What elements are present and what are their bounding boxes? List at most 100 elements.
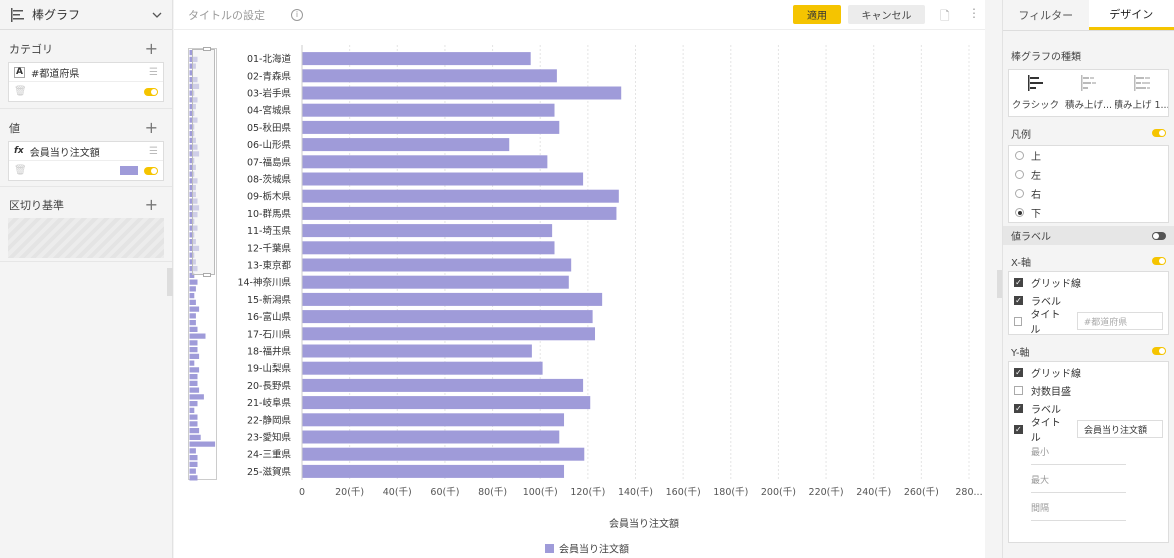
y-title-input[interactable]: 会員当り注文額 <box>1076 420 1163 438</box>
value-label-toggle[interactable] <box>1152 231 1166 240</box>
chart-area: タイトルの設定 i 適用 キャンセル 🗋 ⋮ 0 20(千) 40(千) 60(千) 8… <box>174 0 985 558</box>
category-label: 04-宮城県 <box>247 105 292 117</box>
drag-handle-icon[interactable]: ☰ <box>149 66 158 78</box>
legend-toggle[interactable] <box>1152 129 1166 137</box>
y-max-input[interactable]: 最大 <box>1009 469 1168 497</box>
category-label: 12-千葉県 <box>247 242 292 254</box>
navigator-bar <box>189 293 195 299</box>
navigator-bar <box>189 475 198 481</box>
add-category-icon[interactable]: + <box>144 39 158 58</box>
category-label: 22-静岡県 <box>247 414 292 426</box>
y-interval-input[interactable]: 間隔 <box>1009 497 1168 525</box>
title-input[interactable]: タイトルの設定 <box>188 8 265 22</box>
x-tick-label: 60(千) <box>430 487 459 498</box>
tab-filter[interactable]: フィルター <box>1018 9 1074 22</box>
navigator-bar <box>189 455 198 461</box>
collapse-handle[interactable] <box>167 268 173 296</box>
x-grid-checkbox[interactable]: ✓ グリッド線 <box>1014 277 1081 290</box>
chart-type-stacked[interactable]: 積み上げ... <box>1062 70 1115 116</box>
add-value-icon[interactable]: + <box>144 118 158 137</box>
y-axis-toggle[interactable] <box>1152 347 1166 355</box>
legend-bottom-radio[interactable]: 下 <box>1009 203 1168 222</box>
category-title: カテゴリ <box>9 43 53 56</box>
add-breakdown-icon[interactable]: + <box>144 195 158 214</box>
navigator-bar <box>189 380 198 386</box>
navigator-bar <box>189 374 198 380</box>
cancel-button[interactable]: キャンセル <box>848 5 925 24</box>
navigator-bar <box>189 421 198 427</box>
x-tick-label: 200(千) <box>761 487 796 498</box>
navigator-bar <box>189 326 198 332</box>
navigator-top-handle[interactable] <box>203 47 211 51</box>
legend-swatch <box>545 544 554 553</box>
navigator-bar <box>189 441 216 447</box>
bar <box>302 120 560 134</box>
bar <box>302 361 543 375</box>
stacked-bar-icon <box>1080 75 1096 91</box>
breakdown-dropzone[interactable] <box>8 218 164 258</box>
y-label-checkbox[interactable]: ✓ ラベル <box>1014 403 1061 416</box>
info-icon[interactable]: i <box>291 8 303 21</box>
value-section: 値 + fx 会員当り注文額 ☰ 🗑 <box>0 119 172 181</box>
bar <box>302 155 548 169</box>
category-toggle[interactable] <box>144 87 158 96</box>
navigator-window[interactable] <box>192 47 215 277</box>
range-navigator[interactable] <box>188 47 217 481</box>
y-axis-title: Y-軸 <box>1011 347 1030 359</box>
y-log-checkbox[interactable]: 対数目盛 <box>1009 381 1168 399</box>
series-color-swatch[interactable] <box>120 166 138 175</box>
expand-handle[interactable] <box>997 270 1002 298</box>
navigator-bar <box>189 461 198 467</box>
bar <box>302 52 531 66</box>
navigator-bar <box>189 124 195 130</box>
x-tick-label: 220(千) <box>809 487 844 498</box>
navigator-bar <box>189 232 195 238</box>
x-tick-label: 20(千) <box>335 487 364 498</box>
x-tick-label: 240(千) <box>856 487 891 498</box>
category-label: 16-富山県 <box>247 311 292 323</box>
value-field[interactable]: fx 会員当り注文額 ☰ 🗑 <box>8 141 164 181</box>
y-title-checkbox[interactable]: ✓ タイトル 会員当り注文額 <box>1009 417 1168 444</box>
bar <box>302 310 593 324</box>
trash-icon[interactable]: 🗑 <box>14 165 27 176</box>
bar <box>302 224 553 238</box>
category-label: 07-福島県 <box>247 156 292 168</box>
tab-design[interactable]: デザイン <box>1088 0 1174 30</box>
chevron-down-icon[interactable] <box>152 12 162 18</box>
bar <box>302 103 555 117</box>
x-tick-label: 280... <box>955 487 982 498</box>
navigator-bar <box>189 347 198 353</box>
navigator-bar <box>189 414 198 420</box>
legend-left-radio[interactable]: 左 <box>1009 165 1168 184</box>
chart-type-classic[interactable]: クラシック <box>1009 70 1062 116</box>
x-tick-label: 100(千) <box>523 487 558 498</box>
x-title-checkbox[interactable]: タイトル #都道府県 <box>1009 309 1168 336</box>
document-icon[interactable]: 🗋 <box>940 9 950 23</box>
visualization-name: 棒グラフ <box>32 8 81 22</box>
legend-position-options: 上 左 右 下 <box>1008 145 1169 223</box>
y-min-input[interactable]: 最小 <box>1009 441 1168 469</box>
navigator-bar <box>189 367 200 373</box>
y-grid-checkbox[interactable]: ✓ グリッド線 <box>1014 367 1081 380</box>
trash-icon[interactable]: 🗑 <box>14 86 27 97</box>
visualization-selector[interactable]: 棒グラフ <box>0 0 172 30</box>
x-axis-toggle[interactable] <box>1152 257 1166 265</box>
x-label-checkbox[interactable]: ✓ ラベル <box>1014 295 1061 308</box>
value-toggle[interactable] <box>144 166 158 175</box>
legend-right-radio[interactable]: 右 <box>1009 184 1168 203</box>
apply-button[interactable]: 適用 <box>793 5 841 24</box>
x-title-input[interactable]: #都道府県 <box>1076 312 1163 330</box>
more-options-icon[interactable]: ⋮ <box>968 6 980 20</box>
navigator-bar <box>189 171 195 177</box>
navigator-bar <box>189 387 200 393</box>
navigator-bottom-handle[interactable] <box>203 273 211 277</box>
drag-handle-icon[interactable]: ☰ <box>149 145 158 157</box>
value-title: 値 <box>9 122 20 135</box>
navigator-bar <box>189 394 204 400</box>
category-field[interactable]: A #都道府県 ☰ 🗑 <box>8 62 164 102</box>
bar <box>302 396 591 410</box>
legend-top-radio[interactable]: 上 <box>1009 146 1168 165</box>
chart-type-stacked-100[interactable]: 積み上げ 1... <box>1115 70 1168 116</box>
x-tick-label: 180(千) <box>713 487 748 498</box>
category-label: 17-石川県 <box>247 329 292 340</box>
